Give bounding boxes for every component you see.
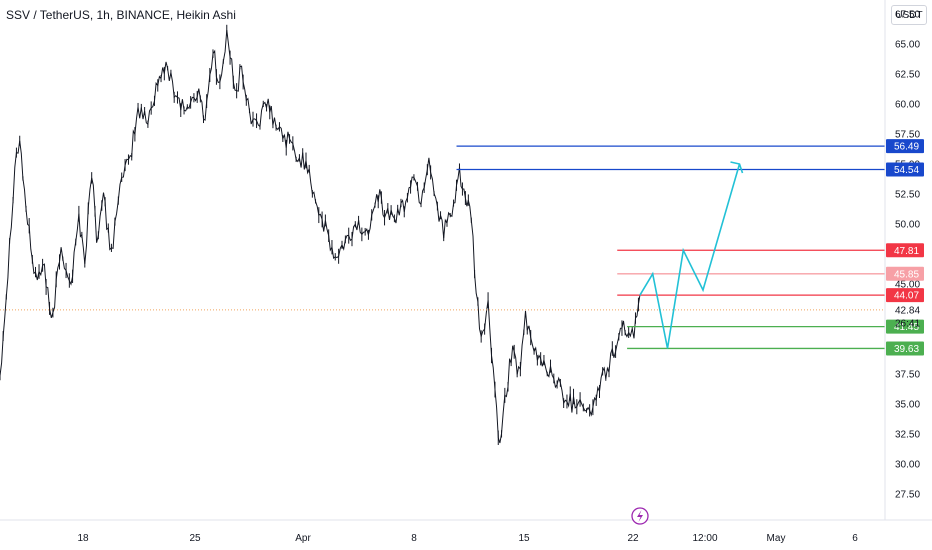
x-tick-label: 25 [189, 533, 201, 544]
projection-arrowhead [730, 161, 744, 174]
y-tick-label: 62.50 [895, 70, 920, 81]
x-tick-label: 22 [627, 533, 639, 544]
lightning-icon [631, 507, 649, 525]
resistance-54-tag-bg [886, 162, 924, 177]
resistance-44-tag: 44.07 [886, 288, 924, 303]
chart-title: SSV / TetherUS, 1h, BINANCE, Heikin Ashi [6, 8, 236, 22]
resistance-44-tag-label: 44.07 [894, 291, 919, 302]
y-tick-label: 65.00 [895, 40, 920, 51]
resistance-47-tag-label: 47.81 [894, 246, 919, 257]
y-tick-label: 35.00 [895, 400, 920, 411]
support-41-tag-bg [886, 319, 924, 334]
resistance-54-tag-label: 54.54 [894, 165, 919, 176]
resistance-45-tag: 45.85 [886, 266, 924, 281]
support-41-tag: 41.45 [886, 319, 924, 334]
resistance-56-tag-bg [886, 139, 924, 154]
resistance-54-tag: 54.54 [886, 162, 924, 177]
x-tick-label: 6 [852, 533, 858, 544]
y-tick-label: 50.00 [895, 220, 920, 231]
y-tick-label: 27.50 [895, 490, 920, 501]
resistance-56-tag: 56.49 [886, 139, 924, 154]
y-tick-label: 32.50 [895, 430, 920, 441]
y-tick-label: 52.50 [895, 190, 920, 201]
lightning-icon-bolt [637, 510, 643, 522]
resistance-47-tag-bg [886, 243, 924, 258]
support-39-tag-bg [886, 341, 924, 356]
projection-path [639, 163, 741, 349]
countdown-label: 26:41 [895, 318, 920, 329]
x-tick-label: Apr [295, 533, 311, 544]
y-tick-label: 45.00 [895, 280, 920, 291]
y-tick-label: 57.50 [895, 130, 920, 141]
x-tick-label: 8 [411, 533, 417, 544]
support-39-tag: 39.63 [886, 341, 924, 356]
y-tick-label: 60.00 [895, 100, 920, 111]
resistance-56-tag-label: 56.49 [894, 142, 919, 153]
price-series-line [0, 29, 641, 444]
x-tick-label: 12:00 [692, 533, 717, 544]
x-tick-label: 18 [77, 533, 89, 544]
resistance-45-tag-label: 45.85 [894, 269, 919, 280]
resistance-44-tag-bg [886, 288, 924, 303]
current-price-label: 42.84 [895, 305, 920, 316]
resistance-47-tag: 47.81 [886, 243, 924, 258]
x-tick-label: 15 [518, 533, 530, 544]
x-tick-label: May [767, 533, 786, 544]
resistance-45-tag-bg [886, 266, 924, 281]
support-41-tag-label: 41.45 [894, 322, 919, 333]
y-tick-label: 37.50 [895, 370, 920, 381]
y-tick-label: 30.00 [895, 460, 920, 471]
y-tick-label: 67.50 [895, 10, 920, 21]
support-39-tag-label: 39.63 [894, 344, 919, 355]
currency-button[interactable]: USDT [891, 5, 927, 25]
